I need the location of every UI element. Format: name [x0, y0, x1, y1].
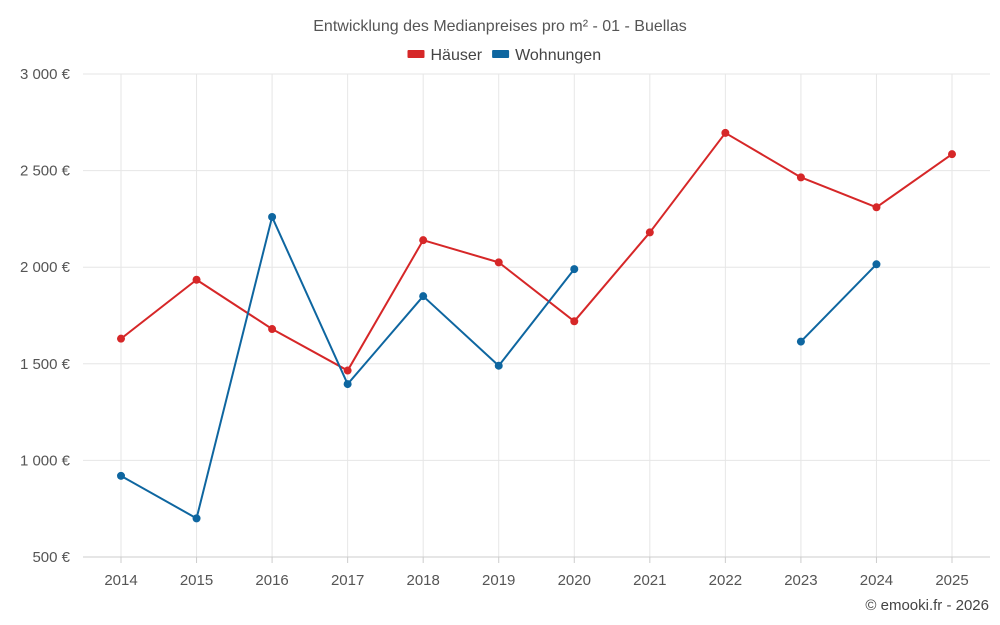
data-point[interactable]	[494, 361, 503, 370]
data-point[interactable]	[796, 337, 805, 346]
data-point[interactable]	[570, 265, 579, 274]
series-line	[120, 131, 953, 372]
grid	[83, 73, 990, 558]
series-line	[800, 263, 878, 343]
legend-label: Häuser	[431, 47, 483, 64]
credit-label: © emooki.fr - 2026	[865, 597, 989, 614]
data-point[interactable]	[268, 325, 277, 334]
data-point[interactable]	[268, 212, 277, 221]
legend-item-haeuser[interactable]: Häuser	[407, 47, 483, 64]
data-point[interactable]	[419, 292, 428, 301]
x-tick-label: 2021	[633, 572, 666, 589]
x-tick-label: 2015	[180, 572, 213, 589]
y-tick-label: 500 €	[32, 549, 70, 566]
data-point[interactable]	[872, 203, 881, 212]
x-tick-label: 2016	[255, 572, 288, 589]
x-tick-label: 2018	[406, 572, 439, 589]
legend-item-wohnungen[interactable]: Wohnungen	[492, 47, 601, 64]
y-tick-label: 3 000 €	[20, 66, 71, 83]
legend-label: Wohnungen	[515, 47, 601, 64]
data-point[interactable]	[343, 380, 352, 389]
series	[117, 128, 956, 523]
data-point[interactable]	[494, 258, 503, 267]
data-point[interactable]	[721, 128, 730, 137]
legend: Häuser Wohnungen	[407, 47, 601, 64]
data-point[interactable]	[192, 514, 201, 523]
data-point[interactable]	[948, 150, 956, 159]
x-tick-label: 2014	[104, 572, 137, 589]
y-tick-label: 2 000 €	[20, 259, 71, 276]
x-tick-label: 2020	[558, 572, 591, 589]
data-point[interactable]	[872, 260, 881, 269]
y-tick-label: 1 000 €	[20, 452, 71, 469]
data-point[interactable]	[117, 334, 125, 343]
data-point[interactable]	[419, 236, 428, 245]
data-point[interactable]	[645, 228, 654, 237]
x-tick-label: 2017	[331, 572, 364, 589]
data-point[interactable]	[117, 471, 125, 480]
y-tick-label: 1 500 €	[20, 356, 71, 373]
data-point[interactable]	[192, 275, 201, 284]
legend-swatch	[492, 50, 510, 58]
y-tick-label: 2 500 €	[20, 163, 71, 180]
x-tick-label: 2022	[709, 572, 742, 589]
x-tick-label: 2019	[482, 572, 515, 589]
data-point[interactable]	[343, 366, 352, 375]
x-tick-label: 2025	[935, 572, 968, 589]
legend-swatch	[407, 50, 425, 58]
x-tick-label: 2024	[860, 572, 893, 589]
series-haeuser	[117, 128, 956, 375]
x-tick-label: 2023	[784, 572, 817, 589]
chart-title: Entwicklung des Medianpreises pro m² - 0…	[313, 18, 687, 35]
data-point[interactable]	[570, 317, 579, 326]
axes: 500 € 1 000 € 1 500 € 2 000 € 2 500 € 3 000 €…	[20, 66, 990, 589]
data-point[interactable]	[796, 173, 805, 182]
series-wohnungen	[117, 212, 881, 523]
